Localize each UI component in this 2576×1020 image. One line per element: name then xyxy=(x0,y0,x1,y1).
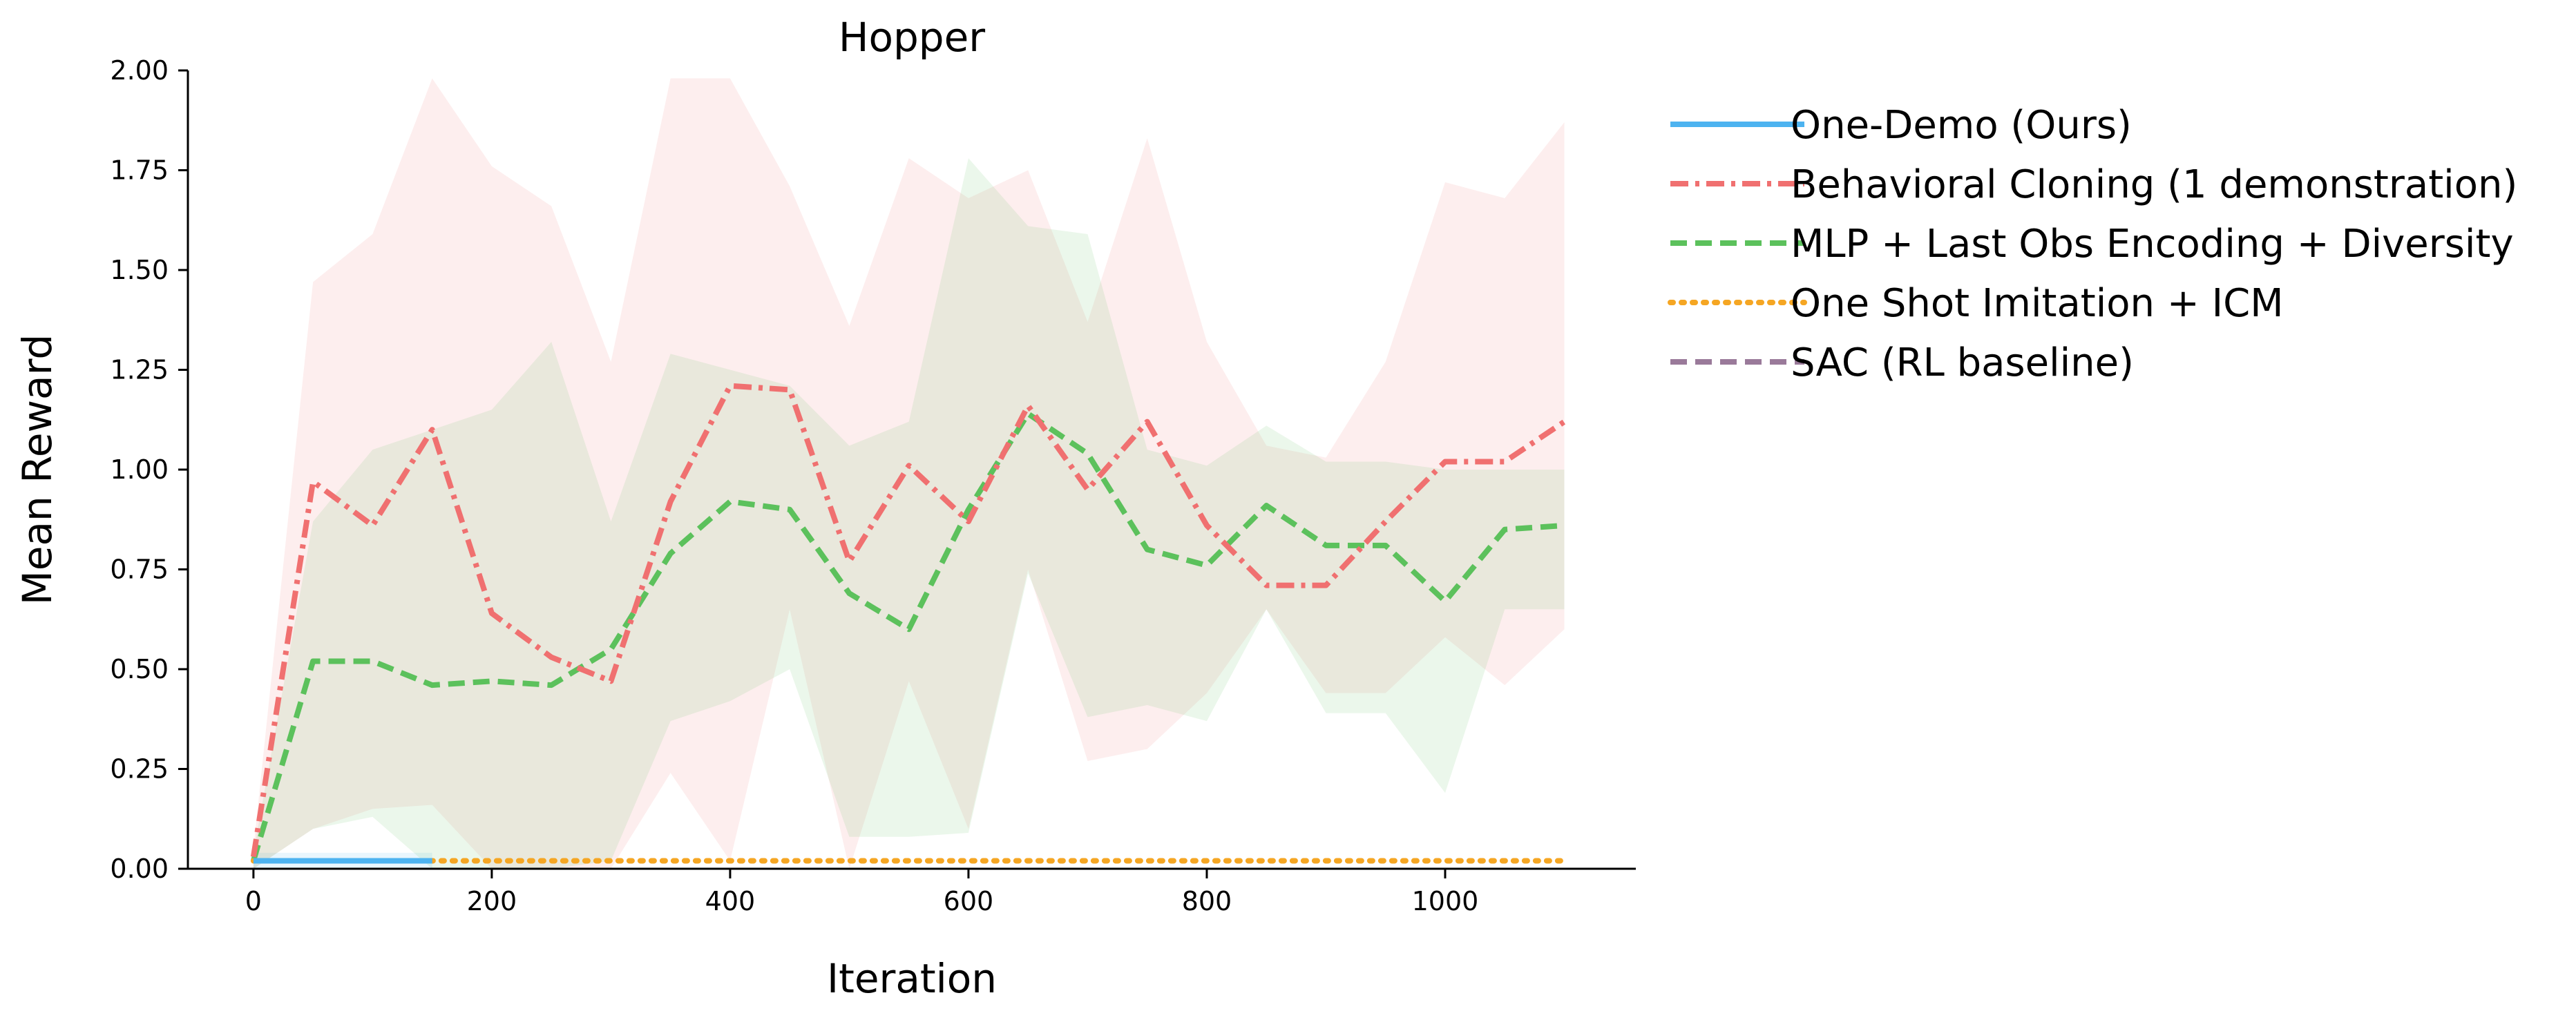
line-series-1 xyxy=(250,383,1566,858)
legend-label-2: MLP + Last Obs Encoding + Diversity xyxy=(1791,222,2514,267)
x-ticks: 0 200 400 600 800 1000 xyxy=(245,869,1479,916)
y-tick-label: 0.00 xyxy=(110,854,169,884)
y-tick-label: 0.25 xyxy=(110,754,169,785)
legend-label-3: One Shot Imitation + ICM xyxy=(1791,281,2284,326)
x-tick-label: 800 xyxy=(1182,886,1232,916)
y-tick-label: 1.25 xyxy=(110,355,169,385)
y-tick-label: 0.75 xyxy=(110,555,169,585)
line-series-2 xyxy=(251,411,1565,862)
band-series-2 xyxy=(253,158,1565,869)
chart-title: Hopper xyxy=(839,14,985,61)
confidence-bands xyxy=(253,78,1565,869)
legend-label-0: One-Demo (Ours) xyxy=(1791,103,2132,148)
y-ticks: 0.00 0.25 0.50 0.75 1.00 1.25 1.50 1.75 2.00 xyxy=(110,55,188,884)
y-tick-label: 1.00 xyxy=(110,454,169,485)
legend-label-1: Behavioral Cloning (1 demonstration) xyxy=(1791,162,2517,207)
series-lines xyxy=(250,383,1567,864)
x-tick-label: 0 xyxy=(245,886,262,916)
y-tick-label: 0.50 xyxy=(110,654,169,684)
legend-label-4: SAC (RL baseline) xyxy=(1791,340,2134,385)
y-tick-label: 2.00 xyxy=(110,55,169,86)
x-tick-label: 600 xyxy=(944,886,994,916)
x-tick-label: 200 xyxy=(467,886,517,916)
axes: 0 200 400 600 800 1000 0.00 0.25 0.50 0.75 1.00 1.… xyxy=(110,55,1636,916)
x-axis-label: Iteration xyxy=(827,955,997,1002)
y-tick-label: 1.50 xyxy=(110,255,169,285)
legend: One-Demo (Ours) Behavioral Cloning (1 dem… xyxy=(1668,103,2517,385)
x-tick-label: 1000 xyxy=(1412,886,1479,916)
y-tick-label: 1.75 xyxy=(110,155,169,186)
x-tick-label: 400 xyxy=(705,886,756,916)
y-axis-label: Mean Reward xyxy=(14,334,61,605)
